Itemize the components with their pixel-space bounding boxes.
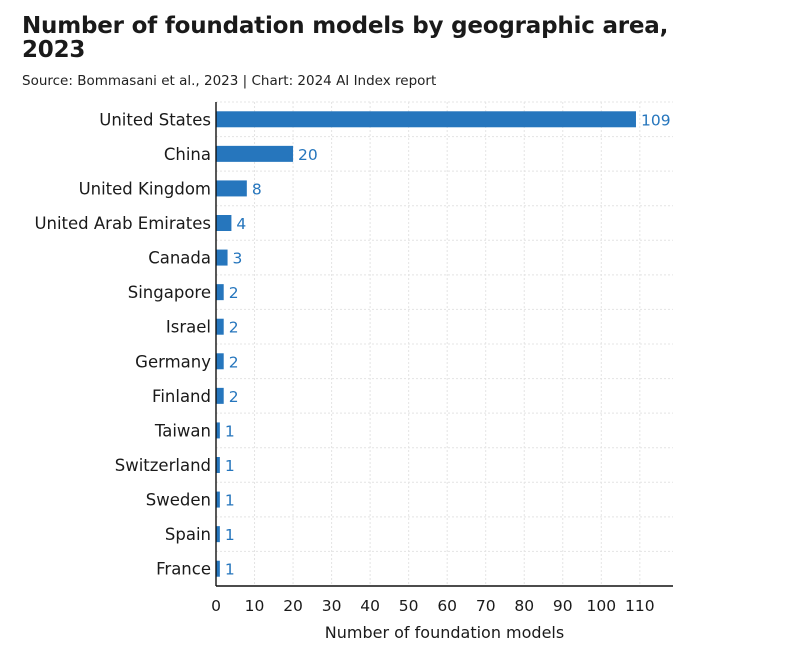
bar [216,560,220,577]
category-label: Israel [166,318,211,337]
category-label: Finland [152,387,211,406]
chart-title: Number of foundation models by geographi… [22,13,669,63]
value-label: 1 [225,526,235,544]
x-tick-label: 40 [360,597,380,615]
bars-layer: United States 109 China 20 United Kingdom 8 Un… [34,110,670,578]
grid-layer [216,101,673,587]
category-label: China [164,145,211,164]
x-tick-label: 110 [625,597,655,615]
x-tick-label: 90 [553,597,573,615]
value-label: 2 [229,284,239,302]
category-label: Taiwan [154,421,211,440]
x-tick-label: 50 [399,597,419,615]
value-label: 3 [233,250,243,268]
category-label: Sweden [146,491,211,510]
axis-layer: 0 10 20 30 40 50 60 70 80 90 100 110 [211,102,673,615]
x-tick-label: 70 [476,597,496,615]
value-label: 8 [252,180,262,198]
x-tick-label: 100 [587,597,617,615]
x-tick-label: 20 [283,597,303,615]
category-label: United States [99,110,211,129]
x-tick-label: 30 [322,597,342,615]
value-label: 2 [229,319,239,337]
category-label: Spain [165,525,211,544]
category-label: United Kingdom [79,179,211,198]
value-label: 109 [641,111,671,129]
x-tick-label: 10 [245,597,265,615]
bar [216,249,228,266]
value-label: 2 [229,353,239,371]
x-axis-title: Number of foundation models [325,623,564,642]
bar [216,353,224,370]
bar [216,111,636,128]
value-label: 20 [298,146,318,164]
bar [216,387,224,404]
category-label: Germany [135,352,211,371]
bar [216,457,220,473]
x-tick-label: 0 [211,597,221,615]
chart-subtitle: Source: Bommasani et al., 2023 | Chart: … [22,73,437,89]
category-label: Canada [148,249,211,268]
bar [216,284,224,301]
bar [216,180,247,197]
bar [216,422,220,439]
category-label: Singapore [128,283,211,302]
bar [216,491,220,508]
x-tick-label: 80 [514,597,534,615]
value-label: 2 [229,388,239,406]
value-label: 1 [225,561,235,579]
bar [216,318,224,335]
category-label: United Arab Emirates [34,214,211,233]
bar [216,526,220,543]
value-label: 4 [236,215,246,233]
x-tick-label: 60 [437,597,457,615]
value-label: 1 [225,457,235,475]
category-label: France [156,560,211,579]
bar [216,215,232,231]
value-label: 1 [225,492,235,510]
value-label: 1 [225,422,235,440]
category-label: Switzerland [115,456,211,475]
bar [216,145,294,162]
